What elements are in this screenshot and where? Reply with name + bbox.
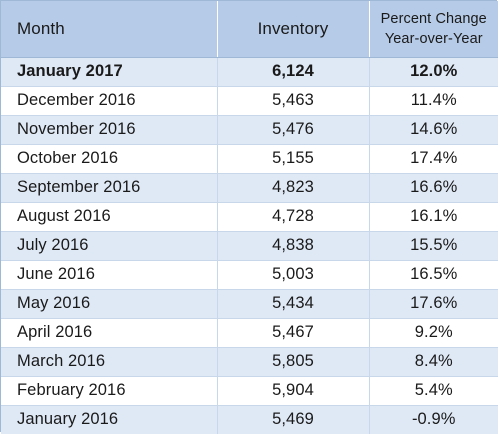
cell-inventory: 5,434 <box>216 288 370 318</box>
cell-month: January 2017 <box>1 56 217 86</box>
header-inventory: Inventory <box>216 1 370 58</box>
cell-inventory: 5,476 <box>216 114 370 144</box>
cell-percent-change: -0.9% <box>369 404 498 434</box>
cell-month: December 2016 <box>1 85 217 115</box>
table-row: November 2016 5,476 14.6% <box>1 114 498 144</box>
header-percent-change: Percent Change Year-over-Year <box>369 1 498 58</box>
cell-inventory: 4,838 <box>216 230 370 260</box>
header-percent-change-line1: Percent Change <box>380 10 487 27</box>
cell-percent-change: 11.4% <box>369 85 498 115</box>
header-percent-change-line2: Year-over-Year <box>384 30 483 47</box>
cell-percent-change: 12.0% <box>369 56 498 86</box>
cell-inventory: 5,467 <box>216 317 370 347</box>
cell-month: June 2016 <box>1 259 217 289</box>
header-row: Month Inventory Percent Change Year-over… <box>1 1 498 58</box>
cell-month: April 2016 <box>1 317 217 347</box>
table-header: Month Inventory Percent Change Year-over… <box>1 1 498 58</box>
table-row: December 2016 5,463 11.4% <box>1 85 498 115</box>
cell-inventory: 5,805 <box>216 346 370 376</box>
table-row: September 2016 4,823 16.6% <box>1 172 498 202</box>
cell-month: August 2016 <box>1 201 217 231</box>
table-row: March 2016 5,805 8.4% <box>1 346 498 376</box>
cell-inventory: 5,155 <box>216 143 370 173</box>
table-row: January 2016 5,469 -0.9% <box>1 404 498 434</box>
table-body: January 2017 6,124 12.0% December 2016 5… <box>1 56 498 434</box>
table-row: May 2016 5,434 17.6% <box>1 288 498 318</box>
cell-month: February 2016 <box>1 375 217 405</box>
table-row: June 2016 5,003 16.5% <box>1 259 498 289</box>
cell-inventory: 6,124 <box>216 56 370 86</box>
table-row: February 2016 5,904 5.4% <box>1 375 498 405</box>
cell-percent-change: 8.4% <box>369 346 498 376</box>
cell-inventory: 4,728 <box>216 201 370 231</box>
cell-percent-change: 16.1% <box>369 201 498 231</box>
cell-inventory: 4,823 <box>216 172 370 202</box>
cell-month: January 2016 <box>1 404 217 434</box>
cell-percent-change: 15.5% <box>369 230 498 260</box>
cell-percent-change: 17.6% <box>369 288 498 318</box>
cell-percent-change: 16.5% <box>369 259 498 289</box>
cell-month: May 2016 <box>1 288 217 318</box>
header-month: Month <box>1 1 217 58</box>
table-row: April 2016 5,467 9.2% <box>1 317 498 347</box>
cell-month: October 2016 <box>1 143 217 173</box>
cell-inventory: 5,463 <box>216 85 370 115</box>
table-row: August 2016 4,728 16.1% <box>1 201 498 231</box>
table-row: October 2016 5,155 17.4% <box>1 143 498 173</box>
cell-inventory: 5,003 <box>216 259 370 289</box>
cell-inventory: 5,904 <box>216 375 370 405</box>
table-row: July 2016 4,838 15.5% <box>1 230 498 260</box>
cell-month: November 2016 <box>1 114 217 144</box>
cell-month: September 2016 <box>1 172 217 202</box>
cell-percent-change: 14.6% <box>369 114 498 144</box>
cell-inventory: 5,469 <box>216 404 370 434</box>
table-row: January 2017 6,124 12.0% <box>1 56 498 86</box>
cell-percent-change: 17.4% <box>369 143 498 173</box>
cell-month: March 2016 <box>1 346 217 376</box>
cell-percent-change: 9.2% <box>369 317 498 347</box>
cell-month: July 2016 <box>1 230 217 260</box>
cell-percent-change: 16.6% <box>369 172 498 202</box>
cell-percent-change: 5.4% <box>369 375 498 405</box>
